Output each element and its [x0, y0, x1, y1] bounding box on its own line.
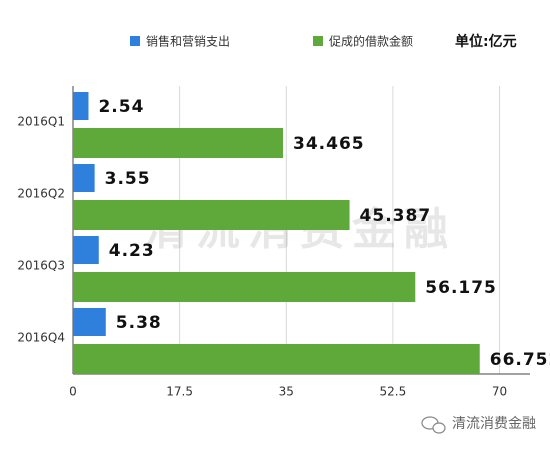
data-label: 34.465: [293, 134, 365, 154]
y-tick-label: 2016Q3: [17, 259, 65, 273]
y-tick-label: 2016Q4: [17, 331, 65, 345]
bar: [73, 272, 416, 302]
x-tick-label: 17.5: [166, 385, 193, 399]
bar: [73, 92, 89, 120]
y-tick-label: 2016Q1: [17, 115, 65, 129]
legend-swatch: [313, 36, 323, 46]
legend-swatch: [130, 36, 140, 46]
data-label: 5.38: [116, 313, 162, 333]
data-label: 3.55: [105, 169, 151, 189]
bar: [73, 308, 106, 336]
legend-label: 促成的借款金额: [329, 34, 413, 49]
wechat-icon: [421, 416, 446, 434]
unit-label: 单位:亿元: [455, 33, 517, 50]
data-label: 45.387: [360, 206, 432, 226]
data-label: 56.175: [425, 278, 497, 298]
data-label: 4.23: [109, 241, 155, 261]
x-tick-label: 52.5: [380, 385, 407, 399]
bar: [73, 164, 95, 192]
legend-label: 销售和营销支出: [146, 34, 230, 49]
bar: [73, 344, 480, 374]
y-tick-label: 2016Q2: [17, 187, 65, 201]
bar: [73, 200, 350, 230]
bar: [73, 236, 99, 264]
data-label: 2.54: [98, 97, 144, 117]
footer-brand: 清流消费金融: [452, 416, 536, 432]
bar: [73, 128, 284, 158]
x-tick-label: 35: [279, 385, 294, 399]
data-label: 66.752: [490, 350, 550, 370]
x-tick-label: 70: [492, 385, 507, 399]
x-tick-label: 0: [69, 385, 77, 399]
